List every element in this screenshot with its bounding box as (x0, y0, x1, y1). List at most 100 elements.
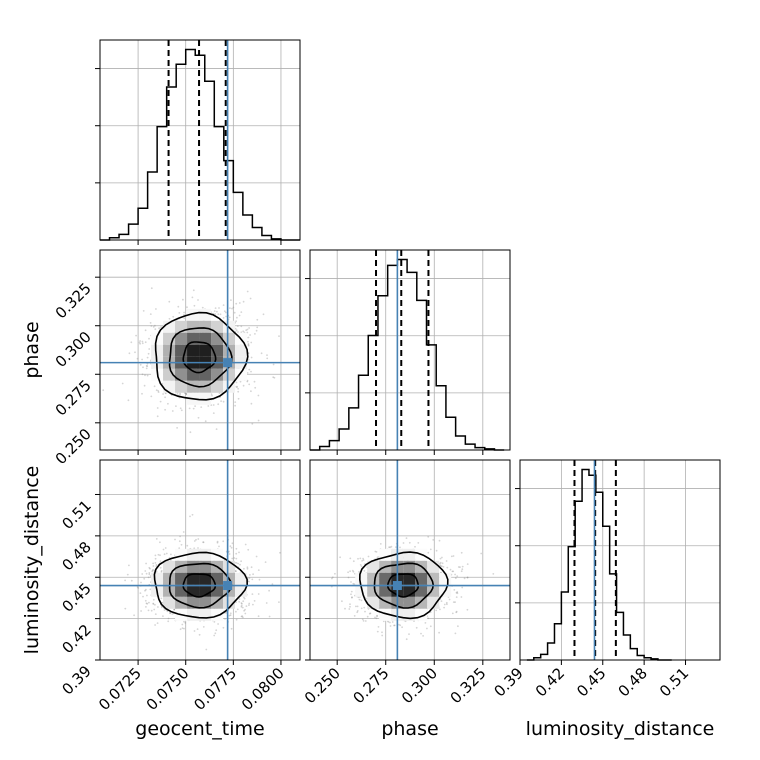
pair-geocent-time-vs-phase-sample-point (185, 392, 187, 395)
pair-geocent-time-vs-luminosity-distance-sample-point (271, 583, 274, 586)
pair-geocent-time-vs-luminosity-distance-sample-point (217, 623, 220, 625)
pair-geocent-time-vs-luminosity-distance-sample-point (152, 569, 155, 571)
pair-phase-vs-luminosity-distance-sample-point (440, 600, 443, 602)
pair-geocent-time-vs-phase-sample-point (235, 302, 238, 305)
hist-geocent-time-panel (95, 39, 301, 245)
pair-phase-vs-luminosity-distance-sample-point (455, 610, 458, 613)
pair-geocent-time-vs-phase-sample-point (247, 340, 249, 343)
pair-phase-vs-luminosity-distance-sample-point (426, 627, 428, 630)
pair-phase-vs-luminosity-distance-sample-point (424, 622, 427, 624)
pair-phase-vs-luminosity-distance-sample-point (350, 593, 352, 596)
pair-geocent-time-vs-luminosity-distance-density-cell (163, 572, 176, 585)
pair-geocent-time-vs-phase-sample-point (160, 326, 162, 328)
pair-geocent-time-vs-luminosity-distance-sample-point (171, 613, 174, 615)
pair-geocent-time-vs-phase-sample-point (154, 324, 156, 327)
pair-geocent-time-vs-luminosity-distance-density-cell (199, 596, 212, 609)
pair-geocent-time-vs-phase-sample-point (176, 427, 179, 429)
axis-label-layer: geocent_time phase luminosity_distance p… (21, 321, 714, 740)
pair-geocent-time-vs-luminosity-distance-sample-point (240, 602, 243, 604)
pair-phase-vs-luminosity-distance-sample-point (455, 611, 458, 614)
pair-geocent-time-vs-phase-sample-point (240, 325, 243, 328)
pair-phase-vs-luminosity-distance-sample-point (405, 537, 408, 539)
pair-geocent-time-vs-phase-density-cell (187, 308, 200, 321)
pair-geocent-time-vs-phase-sample-point (246, 372, 249, 374)
pair-geocent-time-vs-luminosity-distance-sample-point (159, 560, 162, 563)
pair-geocent-time-vs-phase-sample-point (250, 390, 252, 393)
pair-phase-vs-luminosity-distance-sample-point (362, 557, 364, 560)
x-axis-label-geocent-time: geocent_time (135, 718, 264, 740)
pair-geocent-time-vs-luminosity-distance-sample-point (163, 553, 166, 556)
pair-phase-vs-luminosity-distance-sample-point (415, 626, 418, 629)
pair-phase-vs-luminosity-distance-sample-point (352, 570, 355, 573)
pair-geocent-time-vs-phase-sample-point (229, 307, 231, 309)
pair-geocent-time-vs-phase-sample-point (141, 358, 144, 361)
hist-phase-frame (309, 249, 511, 451)
pair-geocent-time-vs-phase-density-cell (163, 344, 176, 357)
pair-phase-vs-luminosity-distance-x-tick-label: 0.250 (301, 664, 344, 707)
pair-geocent-time-vs-luminosity-distance-sample-point (162, 615, 164, 617)
pair-geocent-time-vs-phase-sample-point (213, 310, 216, 312)
pair-geocent-time-vs-luminosity-distance-sample-point (248, 602, 251, 605)
pair-phase-vs-luminosity-distance-sample-point (381, 634, 384, 637)
pair-geocent-time-vs-phase-sample-point (249, 334, 252, 336)
pair-geocent-time-vs-phase-sample-point (180, 409, 183, 412)
pair-geocent-time-vs-phase-sample-point (266, 357, 269, 360)
pair-phase-vs-luminosity-distance-density-cell (403, 596, 416, 609)
pair-geocent-time-vs-phase-sample-point (254, 333, 256, 335)
pair-geocent-time-vs-phase-sample-point (246, 328, 249, 331)
hist-luminosity-distance-panel: 0.39 0.42 0.45 0.48 0.51 (490, 459, 721, 700)
hist-luminosity-distance-x-tick-label: 0.42 (532, 664, 568, 700)
pair-geocent-time-vs-phase-sample-point (134, 351, 136, 354)
pair-geocent-time-vs-phase-sample-point (141, 340, 144, 343)
pair-geocent-time-vs-luminosity-distance-sample-point (162, 548, 165, 551)
pair-geocent-time-vs-luminosity-distance-sample-point (197, 538, 200, 540)
pair-geocent-time-vs-luminosity-distance-sample-point (140, 610, 143, 612)
hist-geocent-time-step (100, 48, 300, 241)
pair-phase-vs-luminosity-distance-sample-point (358, 598, 361, 601)
pair-geocent-time-vs-luminosity-distance-sample-point (146, 602, 149, 605)
pair-geocent-time-vs-phase-sample-point (157, 391, 160, 393)
hist-luminosity-distance-x-tick-label: 0.48 (615, 664, 651, 700)
pair-geocent-time-vs-luminosity-distance-sample-point (146, 594, 148, 597)
pair-geocent-time-vs-luminosity-distance-sample-point (248, 604, 250, 606)
pair-phase-vs-luminosity-distance-sample-point (440, 565, 443, 568)
pair-geocent-time-vs-phase-sample-point (139, 340, 142, 342)
pair-geocent-time-vs-phase-sample-point (217, 313, 220, 316)
pair-phase-vs-luminosity-distance-sample-point (369, 612, 372, 615)
hist-phase-panel (305, 249, 511, 455)
pair-geocent-time-vs-luminosity-distance-sample-point (159, 541, 161, 544)
pair-geocent-time-vs-phase-contour (154, 311, 249, 401)
y-axis-label-phase: phase (21, 321, 43, 378)
pair-geocent-time-vs-luminosity-distance-sample-point (180, 543, 183, 546)
pair-geocent-time-vs-luminosity-distance-sample-point (193, 540, 196, 542)
pair-geocent-time-vs-luminosity-distance-sample-point (159, 566, 162, 569)
pair-phase-vs-luminosity-distance-sample-point (391, 621, 394, 623)
pair-geocent-time-vs-phase-sample-point (237, 390, 240, 393)
pair-geocent-time-vs-phase-sample-point (273, 376, 276, 379)
pair-geocent-time-vs-phase-density-cell (211, 380, 224, 393)
pair-geocent-time-vs-luminosity-distance-sample-point (183, 627, 185, 630)
pair-geocent-time-vs-luminosity-distance-sample-point (160, 571, 163, 573)
pair-geocent-time-vs-luminosity-distance-sample-point (148, 601, 150, 604)
pair-phase-vs-luminosity-distance-sample-point (443, 603, 446, 606)
pair-geocent-time-vs-luminosity-distance-sample-point (181, 623, 184, 626)
pair-geocent-time-vs-phase-sample-point (210, 393, 213, 396)
pair-geocent-time-vs-luminosity-distance-sample-point (160, 597, 163, 600)
pair-geocent-time-vs-phase-sample-point (139, 363, 142, 366)
pair-geocent-time-vs-phase-sample-point (216, 310, 218, 313)
pair-geocent-time-vs-luminosity-distance-sample-point (184, 622, 187, 624)
pair-geocent-time-vs-luminosity-distance-sample-point (257, 569, 260, 571)
pair-geocent-time-vs-luminosity-distance-sample-point (268, 615, 271, 618)
pair-phase-vs-luminosity-distance-sample-point (331, 576, 334, 579)
pair-phase-vs-luminosity-distance-sample-point (360, 599, 363, 602)
pair-geocent-time-vs-luminosity-distance-sample-point (157, 553, 160, 556)
pair-geocent-time-vs-phase-density-cell (199, 392, 212, 405)
pair-geocent-time-vs-luminosity-distance-density-cell (151, 572, 164, 585)
pair-geocent-time-vs-luminosity-distance-sample-point (229, 614, 232, 616)
pair-geocent-time-vs-luminosity-distance-sample-point (149, 567, 151, 570)
pair-geocent-time-vs-phase-sample-point (224, 311, 227, 314)
pair-geocent-time-vs-luminosity-distance-sample-point (239, 563, 241, 566)
pair-geocent-time-vs-phase-sample-point (257, 394, 260, 397)
